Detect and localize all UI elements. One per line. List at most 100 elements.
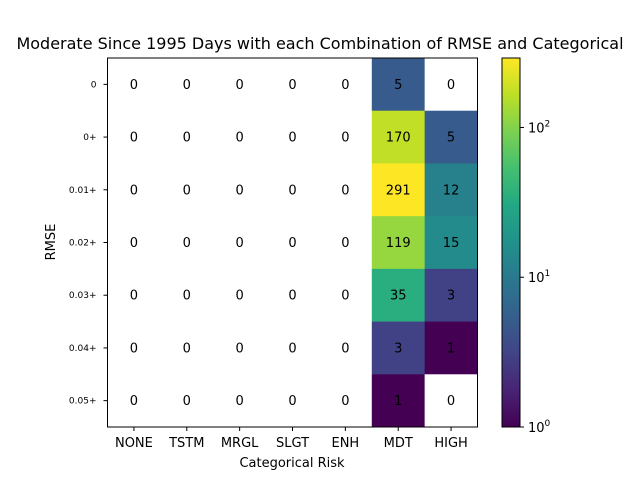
heatmap-cell	[107, 110, 161, 164]
cell-value-label: 3	[394, 341, 402, 356]
cell-value-label: 0	[341, 394, 349, 409]
heatmap-cell	[318, 110, 373, 164]
heatmap-cell	[213, 216, 267, 270]
heatmap-cell	[318, 163, 373, 217]
y-tick-label: 0.02+	[69, 239, 97, 249]
y-axis-ticks: 0 0+ 0.01+ 0.02+ 0.03+ 0.04+ 0.05+	[69, 80, 108, 407]
heatmap-cell	[160, 321, 214, 375]
cell-value-label: 3	[447, 289, 455, 304]
x-tick-label: SLGT	[276, 436, 309, 451]
cell-value-label: 0	[130, 236, 138, 251]
heatmap-cell	[213, 110, 267, 164]
x-axis-ticks: NONE TSTM MRGL SLGT ENH MDT HIGH	[115, 427, 468, 451]
cell-value-label: 0	[183, 131, 191, 146]
cell-value-label: 0	[130, 183, 138, 198]
x-tick-label: TSTM	[168, 436, 204, 451]
heatmap-cell	[424, 58, 478, 112]
cell-value-label: 0	[288, 183, 296, 198]
heatmap-cell	[371, 268, 426, 323]
heatmap-cell	[424, 216, 478, 270]
heatmap-cell	[318, 268, 373, 323]
y-tick-label: 0	[91, 80, 97, 90]
heatmap-cell	[266, 216, 320, 270]
heatmap-cell	[424, 268, 478, 323]
heatmap-cell	[107, 374, 161, 428]
heatmap-cell	[213, 163, 267, 217]
cell-value-label: 1	[394, 394, 402, 409]
heatmap-cell	[107, 216, 161, 270]
colorbar	[501, 57, 521, 428]
cell-value-label: 119	[386, 236, 411, 251]
cell-value-label: 5	[394, 78, 402, 93]
cell-value-label: 12	[443, 183, 460, 198]
heatmap-cell	[160, 216, 214, 270]
cell-value-label: 0	[183, 341, 191, 356]
cell-value-label: 0	[236, 289, 244, 304]
heatmap-cell	[371, 321, 426, 375]
cell-value-label: 291	[386, 183, 411, 198]
cell-value-label: 170	[386, 131, 411, 146]
heatmap-cell	[107, 58, 161, 112]
heatmap-cell	[160, 163, 214, 217]
heatmap-cells	[107, 58, 478, 428]
heatmap-cell	[318, 58, 373, 112]
heatmap-cell	[160, 110, 214, 164]
heatmap-cell	[213, 321, 267, 375]
cell-value-label: 0	[447, 394, 455, 409]
cell-value-labels: 0 0 0 0 0 5 0 0 0 0 0 0 170 5 0 0 0 0 0 291 12 0 0 0 0 0 119 15 0 0 0 0…	[130, 78, 460, 409]
x-tick-label: MDT	[384, 436, 413, 451]
x-tick-label: MRGL	[221, 436, 259, 451]
cell-value-label: 0	[341, 183, 349, 198]
heatmap-cell	[160, 268, 214, 323]
heatmap-cell	[371, 110, 426, 164]
cell-value-label: 0	[341, 341, 349, 356]
cell-value-label: 5	[447, 131, 455, 146]
heatmap-cell	[424, 321, 478, 375]
x-tick-label: HIGH	[434, 436, 467, 451]
colorbar-tick-label: 101	[528, 269, 550, 286]
heatmap-cell	[266, 268, 320, 323]
heatmap-cell	[318, 216, 373, 270]
heatmap-cell	[107, 163, 161, 217]
chart-title: Moderate Since 1995 Days with each Combi…	[16, 34, 623, 53]
cell-value-label: 0	[130, 394, 138, 409]
cell-value-label: 0	[236, 183, 244, 198]
heatmap-cell	[266, 110, 320, 164]
heatmap-cell	[371, 374, 426, 428]
heatmap-cell	[266, 58, 320, 112]
cell-value-label: 0	[341, 131, 349, 146]
colorbar-tick-label: 100	[528, 419, 551, 436]
cell-value-label: 0	[236, 394, 244, 409]
heatmap-cell	[266, 163, 320, 217]
cell-value-label: 0	[130, 131, 138, 146]
cell-value-label: 0	[130, 78, 138, 93]
heatmap-cell	[318, 321, 373, 375]
y-tick-label: 0.05+	[69, 397, 97, 407]
cell-value-label: 0	[130, 289, 138, 304]
heatmap-cell	[424, 163, 478, 217]
heatmap-cell	[318, 374, 373, 428]
cell-value-label: 35	[390, 289, 407, 304]
cell-value-label: 1	[447, 341, 455, 356]
colorbar-ticks: 100 101 102	[520, 119, 551, 436]
heatmap-cell	[424, 374, 478, 428]
y-tick-label: 0.01+	[69, 186, 97, 196]
heatmap-cell	[107, 268, 161, 323]
cell-value-label: 0	[288, 394, 296, 409]
cell-value-label: 0	[183, 289, 191, 304]
heatmap-cell	[160, 58, 214, 112]
y-axis-label: RMSE	[44, 224, 59, 261]
cell-value-label: 0	[236, 131, 244, 146]
cell-value-label: 15	[443, 236, 460, 251]
heatmap-cell	[213, 268, 267, 323]
heatmap-cell	[371, 216, 426, 270]
heatmap-cell	[213, 374, 267, 428]
cell-value-label: 0	[341, 289, 349, 304]
colorbar-tick-label: 102	[528, 119, 550, 136]
heatmap-cell	[266, 321, 320, 375]
cell-value-label: 0	[288, 236, 296, 251]
cell-value-label: 0	[236, 341, 244, 356]
x-tick-label: ENH	[331, 436, 359, 451]
heatmap-cell	[371, 58, 426, 112]
